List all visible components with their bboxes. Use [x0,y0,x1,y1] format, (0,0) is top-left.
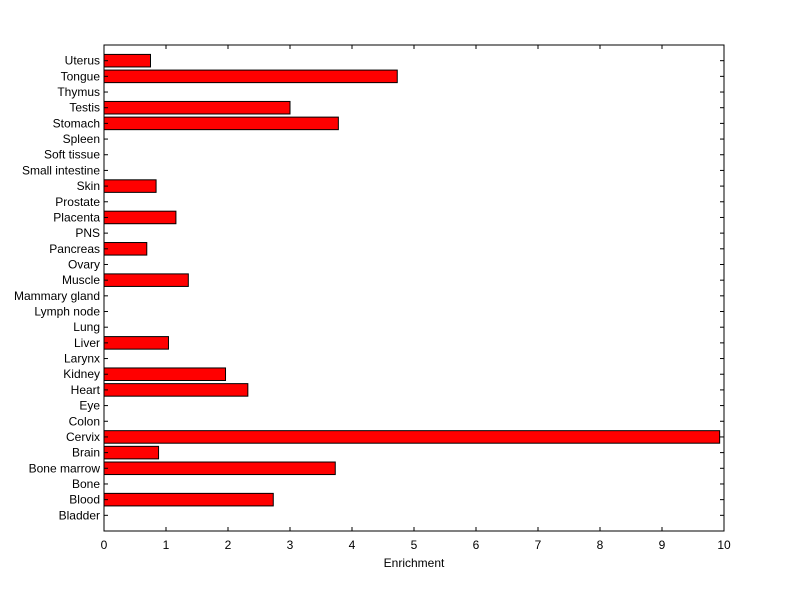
bar [103,445,160,460]
plot-frame [103,44,725,532]
y-tick-label: Eye [79,399,100,413]
bar [103,69,398,84]
y-tick-label: Muscle [62,273,100,287]
bar [103,210,177,225]
y-tick-label: Prostate [55,195,100,209]
y-tick-label: Small intestine [22,163,100,177]
y-tick-label: Cervix [66,430,100,444]
y-tick-label: Lung [73,320,100,334]
y-tick-label: Spleen [63,132,100,146]
x-tick-label: 4 [349,538,356,552]
x-tick-label: 7 [535,538,542,552]
bar [103,461,336,476]
x-tick-label: 9 [659,538,666,552]
y-tick-label: Bone [72,477,100,491]
y-tick-label: Blood [69,493,100,507]
bar [103,116,339,131]
bar [103,242,148,256]
x-tick-label: 5 [411,538,418,552]
y-tick-label: Mammary gland [14,289,100,303]
y-tick-label: Brain [72,446,100,460]
y-tick-label: Colon [69,414,100,428]
y-tick-label: Testis [69,101,100,115]
x-tick-label: 2 [225,538,232,552]
y-tick-label: PNS [75,226,100,240]
y-tick-label: Larynx [64,352,100,366]
bar [103,53,151,68]
y-tick-label: Stomach [53,116,100,130]
y-tick-label: Tongue [61,69,101,83]
bar [103,430,721,444]
y-tick-label: Soft tissue [44,148,100,162]
y-tick-label: Bone marrow [29,461,101,475]
x-tick-label: 10 [717,538,731,552]
y-tick-label: Kidney [63,367,100,381]
bar [103,179,157,193]
x-tick-label: 6 [473,538,480,552]
y-tick-label: Skin [77,179,100,193]
y-tick-label: Bladder [59,508,100,522]
x-tick-label: 8 [597,538,604,552]
y-tick-label: Heart [71,383,101,397]
bar [103,273,189,287]
y-tick-label: Pancreas [49,242,100,256]
y-tick-label: Uterus [65,54,100,68]
bar [103,100,291,115]
y-tick-label: Ovary [68,257,100,271]
bar [103,336,169,350]
x-tick-label: 0 [101,538,108,552]
x-tick-label: 3 [287,538,294,552]
x-tick-label: 1 [163,538,170,552]
x-axis-label: Enrichment [384,556,445,570]
y-tick-label: Lymph node [34,305,100,319]
bar [103,383,249,397]
y-tick-label: Thymus [57,85,100,99]
y-tick-label: Placenta [53,210,100,224]
y-tick-label: Liver [74,336,100,350]
bar [103,367,227,381]
bar [103,492,274,507]
